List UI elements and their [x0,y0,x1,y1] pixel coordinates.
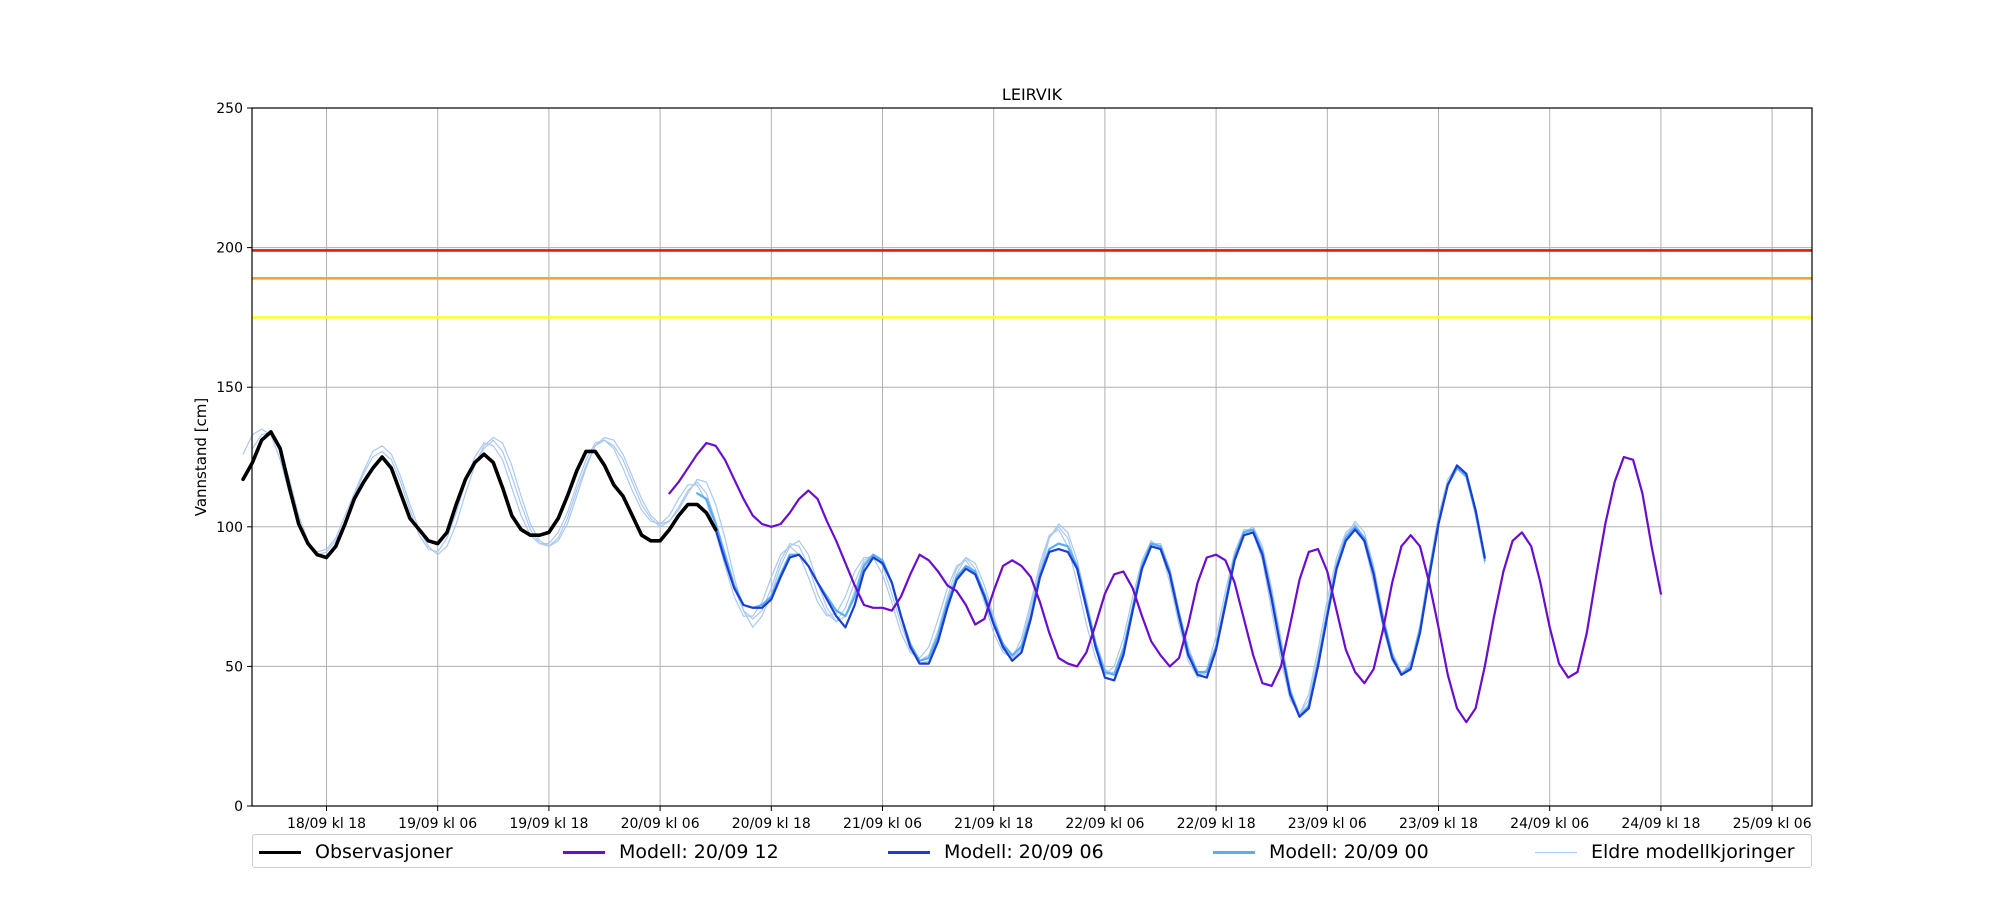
x-tick-label: 20/09 kl 18 [732,816,811,832]
y-axis-label: Vannstand [cm] [192,398,210,517]
legend: Observasjoner Modell: 20/09 12 Modell: 2… [252,834,1812,868]
series-line [251,431,1412,715]
series-layer [241,428,1662,724]
legend-label: Modell: 20/09 06 [944,841,1104,863]
chart-title: LEIRVIK [1002,85,1063,104]
x-tick-label: 24/09 kl 18 [1621,816,1700,832]
y-tick-label: 50 [225,659,243,675]
legend-item-modell-20-09-06: Modell: 20/09 06 [888,835,1104,869]
x-tick-label: 22/09 kl 18 [1177,816,1256,832]
legend-swatch [1213,850,1255,854]
x-tick-label: 23/09 kl 18 [1399,816,1478,832]
series-line [241,430,718,560]
x-tick-label: 22/09 kl 06 [1065,816,1144,832]
legend-label: Observasjoner [315,841,453,863]
legend-item-modell-20-09-00: Modell: 20/09 00 [1213,835,1429,869]
x-tick-label: 25/09 kl 06 [1733,816,1812,832]
x-tick-label: 18/09 kl 18 [287,816,366,832]
y-tick-label: 100 [216,520,243,536]
x-tick-label: 19/09 kl 06 [398,816,477,832]
legend-swatch [1535,851,1577,853]
grid-layer [252,108,1812,806]
threshold-layer [252,249,1812,319]
series-line [668,441,1662,724]
legend-label: Modell: 20/09 12 [619,841,779,863]
x-tick-label: 24/09 kl 06 [1510,816,1589,832]
legend-label: Modell: 20/09 00 [1269,841,1429,863]
x-tick-label: 21/09 kl 18 [954,816,1033,832]
legend-item-observasjoner: Observasjoner [259,835,453,869]
legend-label: Eldre modellkjoringer [1591,841,1795,863]
y-tick-label: 150 [216,380,243,396]
plot-frame [251,107,1813,807]
legend-item-eldre-modellkjoringer: Eldre modellkjoringer [1535,835,1795,869]
x-tick-label: 21/09 kl 06 [843,816,922,832]
series-line [714,464,1486,718]
legend-item-modell-20-09-12: Modell: 20/09 12 [563,835,779,869]
legend-swatch [888,850,930,854]
x-tick-label: 19/09 kl 18 [509,816,588,832]
y-tick-label: 250 [216,101,243,117]
x-tick-label: 23/09 kl 06 [1288,816,1367,832]
tick-layer: 0 50 100 150 200 250 18/09 kl 18 19/09 kl 06 19/… [216,101,1811,832]
x-tick-label: 20/09 kl 06 [621,816,700,832]
series-line [242,428,1412,715]
legend-swatch [259,850,301,854]
y-tick-label: 0 [234,799,243,815]
y-tick-label: 200 [216,241,243,257]
legend-swatch [563,850,605,854]
